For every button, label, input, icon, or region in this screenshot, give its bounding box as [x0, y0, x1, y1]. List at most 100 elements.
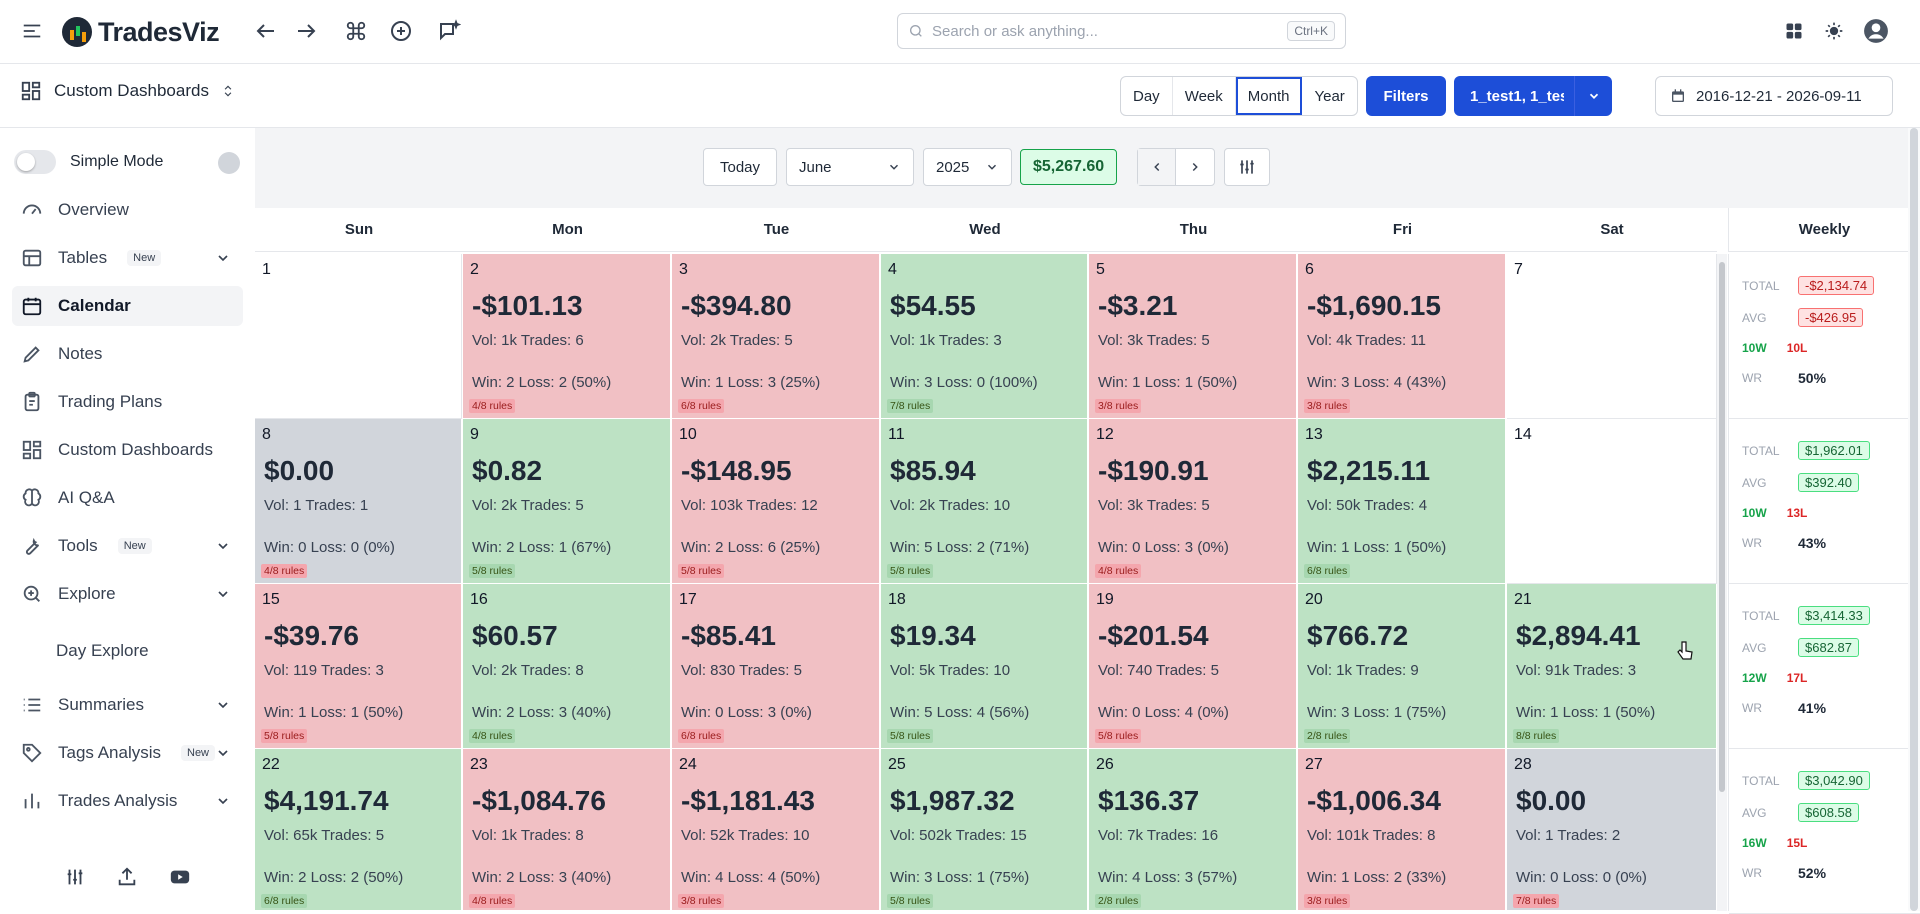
day-rules-badge: 5/8 rules	[887, 729, 934, 743]
calendar-day-cell[interactable]: 7	[1507, 254, 1717, 419]
day-win-loss: Win: 2 Loss: 3 (40%)	[472, 704, 612, 721]
simple-mode-toggle[interactable]	[14, 150, 56, 174]
youtube-icon[interactable]	[168, 866, 192, 888]
sidebar-item-tables[interactable]: Tables New	[12, 238, 243, 278]
calendar-day-cell[interactable]: 4 $54.55 Vol: 1k Trades: 3 Win: 3 Loss: 0 (…	[881, 254, 1088, 419]
calendar-day-cell[interactable]: 8 $0.00 Vol: 1 Trades: 1 Win: 0 Loss: 0 (0%…	[255, 419, 462, 584]
sidebar-item-custom-dashboards[interactable]: Custom Dashboards	[12, 430, 243, 470]
menu-icon[interactable]	[14, 13, 50, 49]
day-win-loss: Win: 4 Loss: 3 (57%)	[1098, 869, 1238, 886]
filters-button[interactable]: Filters	[1366, 76, 1446, 116]
sidebar-item-overview[interactable]: Overview	[12, 190, 243, 230]
today-button[interactable]: Today	[703, 148, 777, 186]
dashboard-selector-label: Custom Dashboards	[54, 81, 209, 100]
calendar-day-cell[interactable]: 25 $1,987.32 Vol: 502k Trades: 15 Win: 3 Lo…	[881, 749, 1088, 911]
bar-chart-icon	[20, 789, 44, 813]
calendar-day-cell[interactable]: 9 $0.82 Vol: 2k Trades: 5 Win: 2 Loss: 1 (6…	[463, 419, 671, 584]
calendar-day-cell[interactable]: 23 -$1,084.76 Vol: 1k Trades: 8 Win: 2 Loss…	[463, 749, 671, 911]
accounts-dropdown[interactable]: 1_test1, 1_test1a (11)	[1454, 76, 1612, 116]
sidebar-item-notes[interactable]: Notes	[12, 334, 243, 374]
day-number: 14	[1514, 426, 1532, 443]
calendar-day-cell[interactable]: 21 $2,894.41 Vol: 91k Trades: 3 Win: 1 Loss…	[1507, 584, 1717, 749]
next-month-button[interactable]	[1176, 149, 1214, 185]
scrollbar-thumb[interactable]	[1719, 262, 1725, 792]
calendar-day-cell[interactable]: 22 $4,191.74 Vol: 65k Trades: 5 Win: 2 Loss…	[255, 749, 462, 911]
back-arrow-icon[interactable]	[248, 13, 284, 49]
search-input[interactable]: Search or ask anything... Ctrl+K	[897, 13, 1346, 49]
calendar-day-cell[interactable]: 16 $60.57 Vol: 2k Trades: 8 Win: 2 Loss: 3 …	[463, 584, 671, 749]
year-select[interactable]: 2025	[923, 148, 1012, 186]
calendar-day-cell[interactable]: 15 -$39.76 Vol: 119 Trades: 3 Win: 1 Loss: …	[255, 584, 462, 749]
sidebar-item-label: Notes	[58, 344, 103, 363]
calendar-day-cell[interactable]: 10 -$148.95 Vol: 103k Trades: 12 Win: 2 Los…	[672, 419, 880, 584]
upload-icon[interactable]	[116, 866, 138, 888]
weekly-losses: 10L	[1786, 341, 1808, 355]
calendar-day-cell[interactable]: 13 $2,215.11 Vol: 50k Trades: 4 Win: 1 Loss…	[1298, 419, 1506, 584]
day-win-loss: Win: 2 Loss: 1 (67%)	[472, 539, 612, 556]
sidebar-item-calendar[interactable]: Calendar	[12, 286, 243, 326]
prev-month-button[interactable]	[1138, 149, 1177, 185]
calendar-day-cell[interactable]: 14	[1507, 419, 1717, 584]
weekly-losses: 17L	[1786, 671, 1808, 685]
weekly-win-rate: 52%	[1798, 865, 1827, 881]
calendar-day-cell[interactable]: 18 $19.34 Vol: 5k Trades: 10 Win: 5 Loss: 4…	[881, 584, 1088, 749]
calendar-day-cell[interactable]: 26 $136.37 Vol: 7k Trades: 16 Win: 4 Loss: …	[1089, 749, 1297, 911]
calendar-day-cell[interactable]: 5 -$3.21 Vol: 3k Trades: 5 Win: 1 Loss: 1 (…	[1089, 254, 1297, 419]
calendar-day-cell[interactable]: 12 -$190.91 Vol: 3k Trades: 5 Win: 0 Loss: …	[1089, 419, 1297, 584]
day-volume-trades: Vol: 2k Trades: 8	[472, 662, 584, 679]
page-scrollbar[interactable]	[1908, 128, 1920, 911]
dashboard-selector[interactable]: Custom Dashboards	[20, 80, 235, 102]
month-select[interactable]: June	[786, 148, 914, 186]
sidebar-item-day-explore[interactable]: Day Explore	[12, 631, 243, 671]
calendar-settings-button[interactable]	[1224, 148, 1270, 186]
calendar-day-cell[interactable]: 3 -$394.80 Vol: 2k Trades: 5 Win: 1 Loss: 3…	[672, 254, 880, 419]
day-rules-badge: 6/8 rules	[261, 894, 308, 908]
add-circle-icon[interactable]	[383, 13, 419, 49]
ai-chat-icon[interactable]	[431, 13, 467, 49]
calendar-day-cell[interactable]: 2 -$101.13 Vol: 1k Trades: 6 Win: 2 Loss: 2…	[463, 254, 671, 419]
sidebar-item-tools[interactable]: Tools New	[12, 526, 243, 566]
sliders-icon[interactable]	[64, 866, 86, 888]
calendar-day-cell[interactable]: 6 -$1,690.15 Vol: 4k Trades: 11 Win: 3 Loss…	[1298, 254, 1506, 419]
sun-theme-icon[interactable]	[1816, 13, 1852, 49]
tab-year[interactable]: Year	[1314, 87, 1345, 105]
day-number: 11	[888, 426, 905, 443]
weekly-total: -$2,134.74	[1798, 276, 1875, 295]
sidebar-item-trading-plans[interactable]: Trading Plans	[12, 382, 243, 422]
apps-grid-icon[interactable]	[1776, 13, 1812, 49]
weekly-header: Weekly	[1728, 208, 1920, 252]
app-logo[interactable]: TradesViz	[62, 14, 220, 50]
sidebar-item-label: Trades Analysis	[58, 791, 178, 810]
settings-gear-icon[interactable]	[218, 152, 240, 174]
calendar-day-cell[interactable]: 24 -$1,181.43 Vol: 52k Trades: 10 Win: 4 Lo…	[672, 749, 880, 911]
calendar-day-cell[interactable]: 11 $85.94 Vol: 2k Trades: 10 Win: 5 Loss: 2…	[881, 419, 1088, 584]
sidebar-item-ai-qa[interactable]: AI Q&A	[12, 478, 243, 518]
chevron-down-icon	[218, 591, 228, 598]
calendar-day-cell[interactable]: 17 -$85.41 Vol: 830 Trades: 5 Win: 0 Loss: …	[672, 584, 880, 749]
sidebar-item-trades-analysis[interactable]: Trades Analysis	[12, 781, 243, 821]
day-number: 20	[1305, 591, 1323, 608]
tab-week[interactable]: Week	[1173, 77, 1236, 115]
user-avatar-icon[interactable]	[1858, 13, 1894, 49]
calendar-day-cell[interactable]: 28 $0.00 Vol: 1 Trades: 2 Win: 0 Loss: 0 (0…	[1507, 749, 1717, 911]
calendar-day-cell[interactable]: 27 -$1,006.34 Vol: 101k Trades: 8 Win: 1 Lo…	[1298, 749, 1506, 911]
forward-arrow-icon[interactable]	[288, 13, 324, 49]
command-icon[interactable]	[338, 13, 374, 49]
calendar-day-cell[interactable]: 1	[255, 254, 462, 419]
tab-day[interactable]: Day	[1121, 77, 1173, 115]
scrollbar-thumb[interactable]	[1910, 128, 1918, 911]
calendar-day-cell[interactable]: 19 -$201.54 Vol: 740 Trades: 5 Win: 0 Loss:…	[1089, 584, 1297, 749]
date-range-picker[interactable]: 2016-12-21 - 2026-09-11	[1655, 76, 1893, 116]
sidebar-item-summaries[interactable]: Summaries	[12, 685, 243, 725]
calendar-scrollbar[interactable]	[1717, 254, 1727, 911]
day-pnl: -$1,181.43	[681, 785, 815, 816]
day-win-loss: Win: 3 Loss: 0 (100%)	[890, 374, 1038, 391]
wr-label: WR	[1742, 701, 1762, 715]
calendar-day-cell[interactable]: 20 $766.72 Vol: 1k Trades: 9 Win: 3 Loss: 1…	[1298, 584, 1506, 749]
sidebar-item-explore[interactable]: Explore	[12, 574, 243, 614]
sub-bar: Custom Dashboards Day Week Month Year Fi…	[0, 64, 1920, 128]
weekly-win-loss: 12W 17L	[1742, 671, 1807, 685]
day-rules-badge: 5/8 rules	[887, 564, 934, 578]
tab-month[interactable]: Month	[1235, 77, 1303, 115]
sidebar-item-tags-analysis[interactable]: Tags Analysis New	[12, 733, 243, 773]
